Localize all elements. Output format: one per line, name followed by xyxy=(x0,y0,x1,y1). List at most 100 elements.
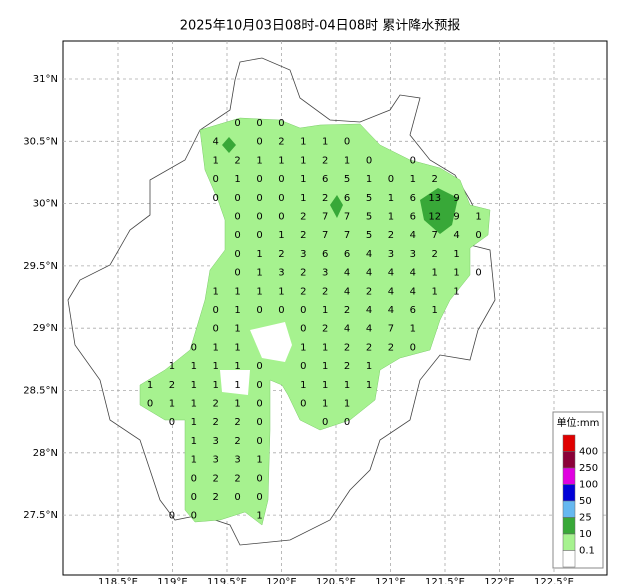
rain-value: 2 xyxy=(234,155,240,166)
rain-value: 2 xyxy=(366,286,372,297)
rain-value: 1 xyxy=(432,286,438,297)
rain-value: 1 xyxy=(213,361,219,372)
rain-value: 6 xyxy=(410,212,416,223)
lat-label: 28°N xyxy=(33,448,58,459)
rain-value: 3 xyxy=(300,249,306,260)
rain-value: 0 xyxy=(300,324,306,335)
rain-value: 1 xyxy=(234,305,240,316)
rain-value: 0 xyxy=(147,399,153,410)
legend-swatch xyxy=(562,451,576,469)
rain-value: 6 xyxy=(322,174,328,185)
rain-value: 0 xyxy=(256,473,262,484)
rain-value: 3 xyxy=(322,268,328,279)
rain-value: 1 xyxy=(453,268,459,279)
rain-value: 1 xyxy=(234,399,240,410)
rain-value: 4 xyxy=(213,137,219,148)
lat-label: 28.5°N xyxy=(23,386,58,397)
legend-label: 25 xyxy=(579,513,592,524)
legend-label: 250 xyxy=(579,463,598,474)
rain-hole xyxy=(220,370,250,395)
rain-value: 13 xyxy=(428,193,441,204)
rain-value: 6 xyxy=(410,193,416,204)
rain-value: 0 xyxy=(256,230,262,241)
rain-value: 1 xyxy=(344,380,350,391)
rain-value: 0 xyxy=(256,380,262,391)
map-frame xyxy=(62,40,608,576)
rain-value: 2 xyxy=(213,399,219,410)
rain-value: 3 xyxy=(213,436,219,447)
rain-value: 2 xyxy=(213,473,219,484)
rain-value: 1 xyxy=(322,137,328,148)
legend-label: 400 xyxy=(579,447,598,458)
rain-value: 1 xyxy=(213,286,219,297)
rain-value: 0 xyxy=(234,193,240,204)
rain-value: 1 xyxy=(344,155,350,166)
rain-value: 1 xyxy=(322,305,328,316)
rain-value: 2 xyxy=(278,137,284,148)
rain-value: 3 xyxy=(410,249,416,260)
rain-value: 0 xyxy=(234,230,240,241)
lat-label: 30.5°N xyxy=(23,136,58,147)
rain-value: 7 xyxy=(322,212,328,223)
rain-value: 2 xyxy=(322,155,328,166)
rain-value: 2 xyxy=(278,249,284,260)
rain-value: 0 xyxy=(278,305,284,316)
legend-swatch xyxy=(562,533,576,551)
rain-value: 0 xyxy=(256,212,262,223)
rain-value: 7 xyxy=(344,212,350,223)
rain-value: 0 xyxy=(278,193,284,204)
rain-value: 1 xyxy=(300,174,306,185)
rain-value: 1 xyxy=(322,380,328,391)
rain-hole xyxy=(250,322,292,362)
rain-area-moderate xyxy=(222,137,236,153)
rain-value: 3 xyxy=(234,455,240,466)
legend-label: 100 xyxy=(579,480,598,491)
lon-label: 121.5°E xyxy=(425,577,465,584)
rain-value: 4 xyxy=(366,268,372,279)
rain-value: 2 xyxy=(169,380,175,391)
rain-value: 0 xyxy=(410,155,416,166)
rain-value: 1 xyxy=(234,174,240,185)
rain-value: 1 xyxy=(410,174,416,185)
rain-value: 4 xyxy=(344,324,350,335)
rain-value: 1 xyxy=(278,230,284,241)
rain-value: 0 xyxy=(300,399,306,410)
rain-value: 0 xyxy=(278,212,284,223)
rain-value: 0 xyxy=(234,492,240,503)
rain-value: 7 xyxy=(344,230,350,241)
rain-value: 0 xyxy=(322,417,328,428)
rain-value: 2 xyxy=(322,193,328,204)
rain-value: 2 xyxy=(344,361,350,372)
rain-value: 0 xyxy=(213,305,219,316)
rain-value: 1 xyxy=(410,324,416,335)
rain-value: 1 xyxy=(278,286,284,297)
legend-box xyxy=(552,411,604,569)
rain-value: 2 xyxy=(388,230,394,241)
rain-value: 4 xyxy=(344,286,350,297)
rain-value: 0 xyxy=(366,155,372,166)
rain-value: 1 xyxy=(366,361,372,372)
rain-value: 1 xyxy=(256,455,262,466)
rain-value: 2 xyxy=(344,342,350,353)
rain-value: 2 xyxy=(366,342,372,353)
rain-value: 2 xyxy=(300,268,306,279)
rain-value: 3 xyxy=(388,249,394,260)
rain-value: 1 xyxy=(256,286,262,297)
rain-value: 5 xyxy=(366,212,372,223)
rain-value: 1 xyxy=(147,380,153,391)
rain-value: 6 xyxy=(344,249,350,260)
rain-value: 4 xyxy=(410,268,416,279)
rain-value: 4 xyxy=(366,324,372,335)
lat-label: 29°N xyxy=(33,323,58,334)
lon-label: 118.5°E xyxy=(98,577,138,584)
rain-value: 4 xyxy=(388,305,394,316)
lon-label: 120.5°E xyxy=(316,577,356,584)
rain-value: 0 xyxy=(344,417,350,428)
rain-value: 1 xyxy=(234,361,240,372)
rain-value: 4 xyxy=(410,286,416,297)
legend-swatch xyxy=(562,467,576,485)
lat-label: 31°N xyxy=(33,74,58,85)
rain-value: 0 xyxy=(278,118,284,129)
rain-value: 2 xyxy=(322,286,328,297)
rain-value: 2 xyxy=(234,473,240,484)
